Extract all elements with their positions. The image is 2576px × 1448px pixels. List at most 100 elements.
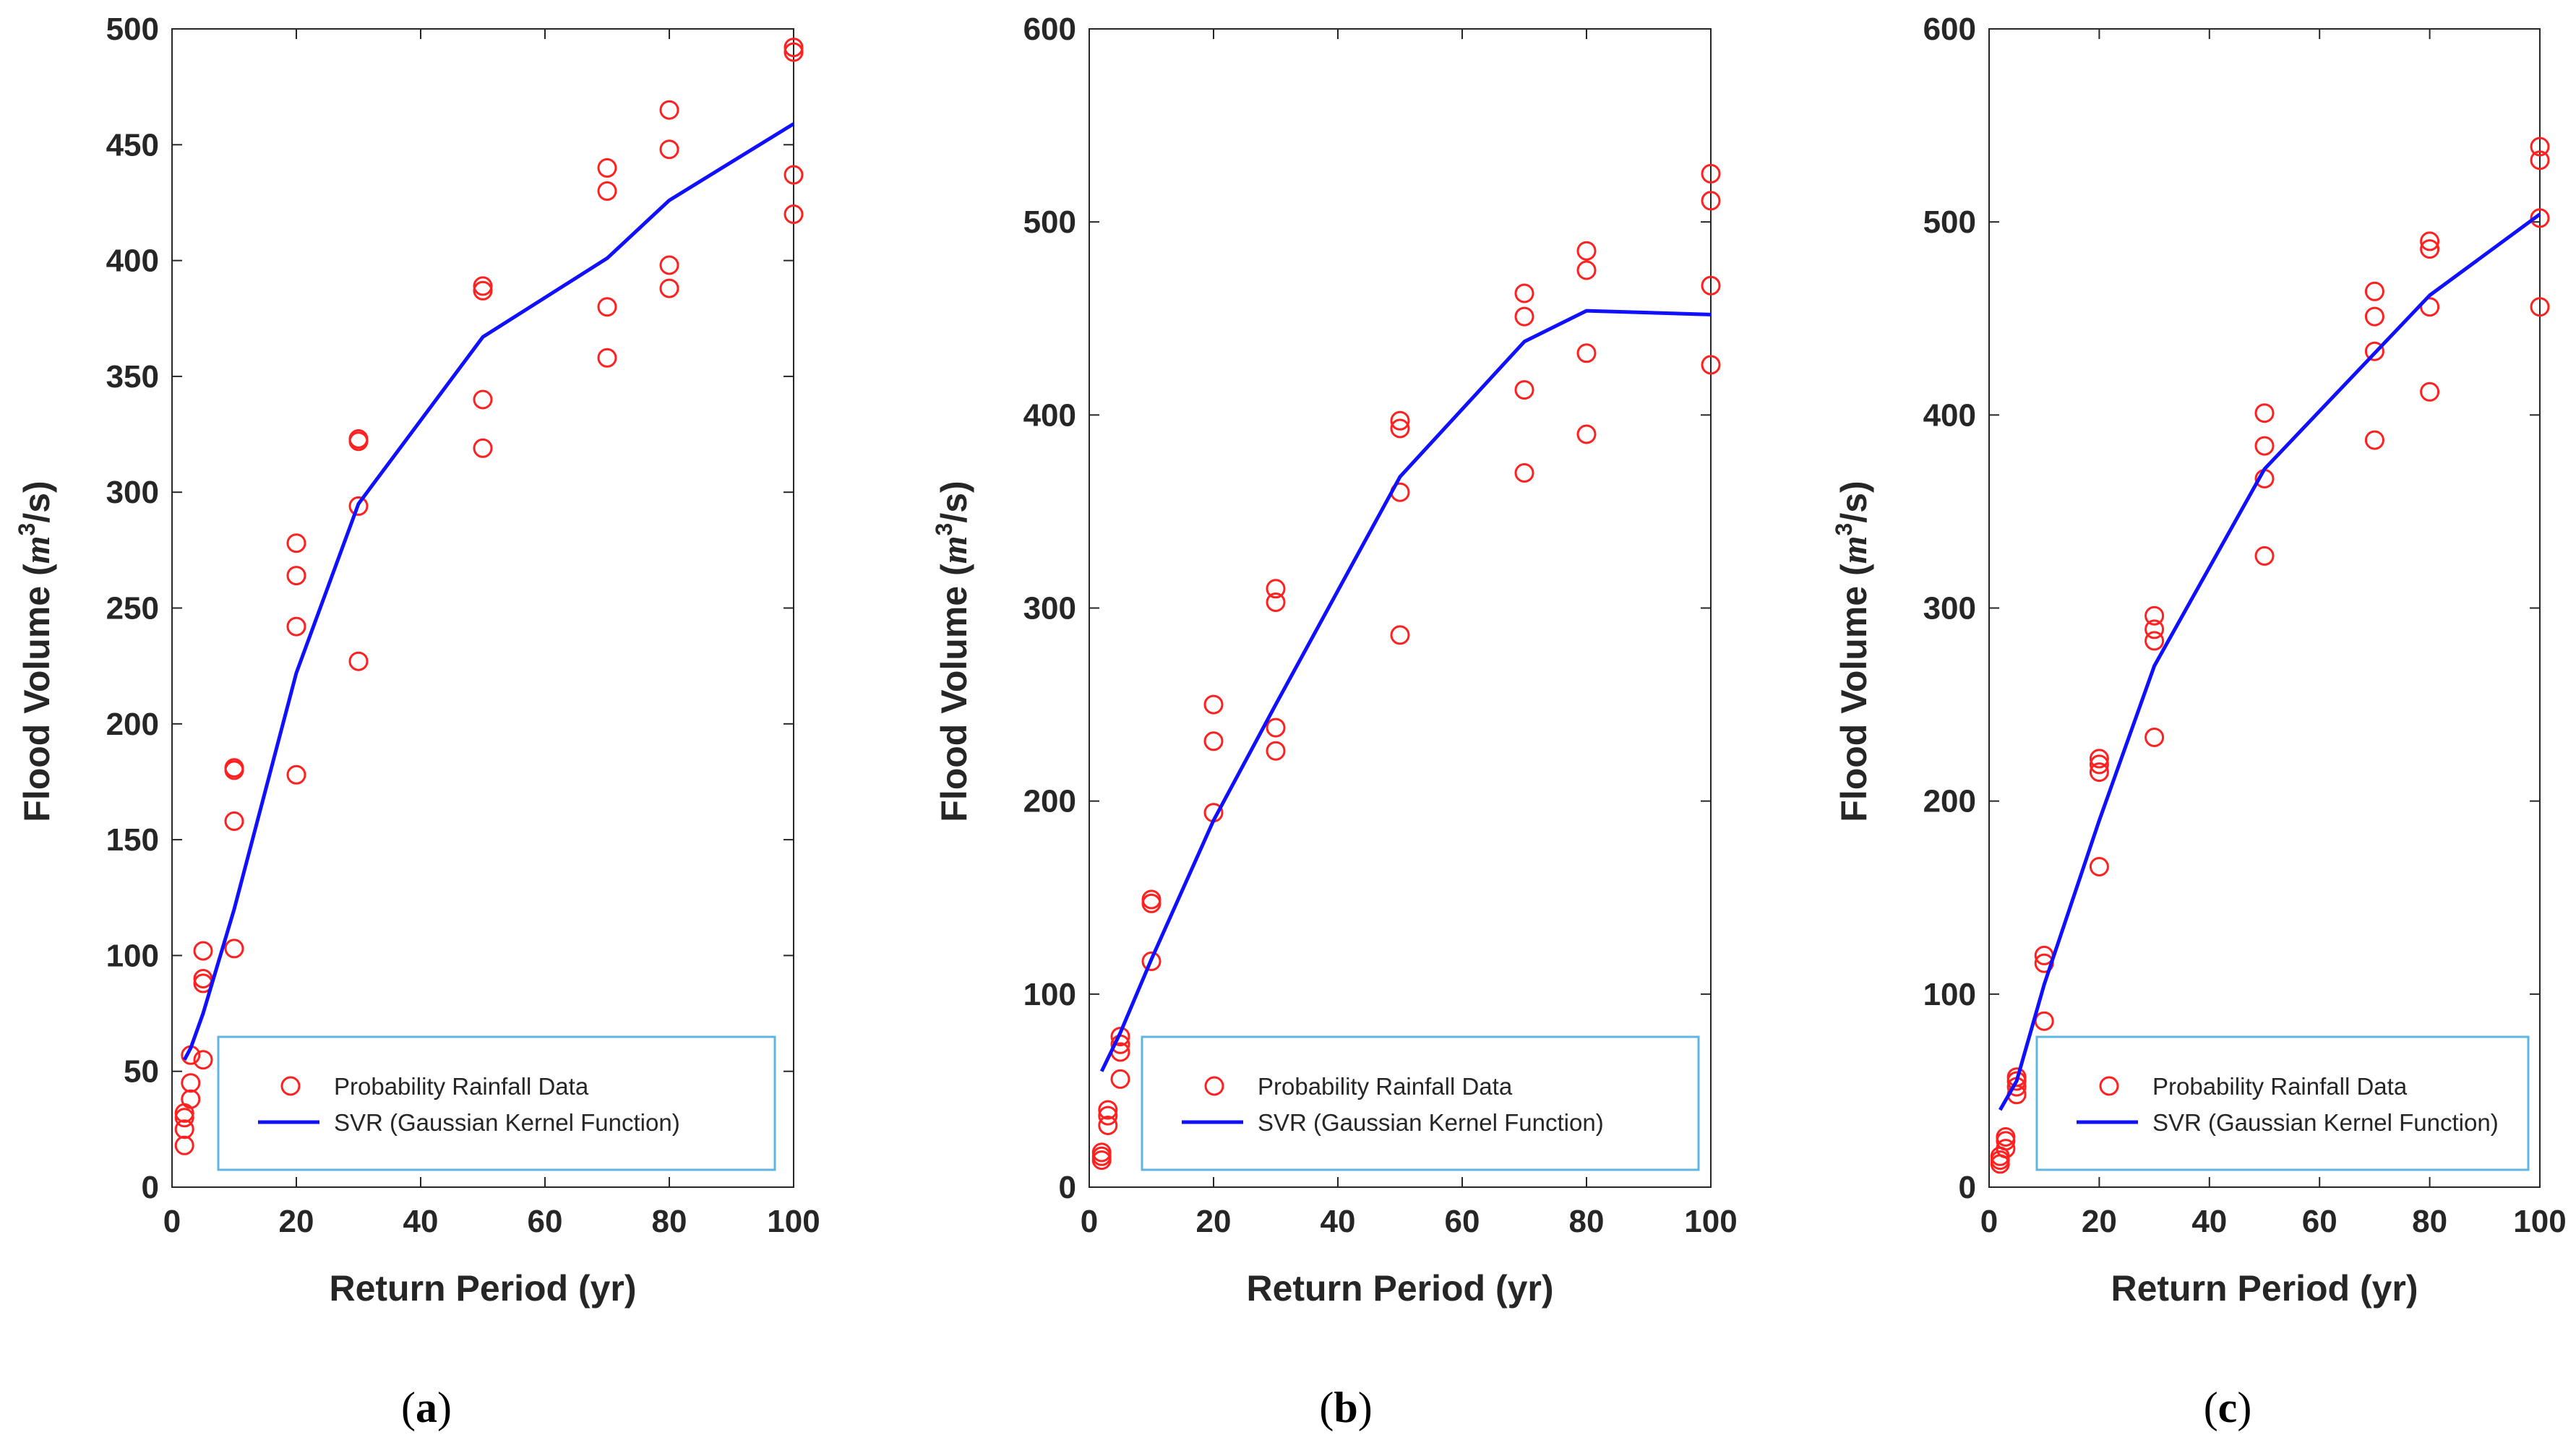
rainfall-data-point [1701,275,1721,296]
rainfall-data-point [1098,1106,1118,1126]
rainfall-data-point [2089,857,2109,876]
x-axis-label: Return Period (yr) [329,1268,636,1309]
panel-label: (b) [1319,1384,1372,1431]
legend-box [2035,1035,2530,1171]
legend-entry-svr: SVR (Gaussian Kernel Function) [2152,1109,2499,1136]
rainfall-data-point [2089,762,2109,783]
y-tick-label: 350 [106,359,159,395]
y-tick-label: 200 [1923,784,1976,819]
x-tick-label: 60 [2302,1204,2337,1239]
rainfall-data-point [1996,1127,2016,1147]
rainfall-data-point [348,429,369,449]
legend-entry-svr: SVR (Gaussian Kernel Function) [334,1109,680,1136]
rainfall-data-point [174,1119,194,1139]
rainfall-data-point [224,811,244,831]
x-tick-label: 20 [2082,1204,2117,1239]
rainfall-data-point [1996,1139,2016,1159]
x-axis-label: Return Period (yr) [1246,1268,1553,1309]
rainfall-data-point [174,1135,194,1155]
rainfall-data-point [1701,163,1721,184]
panel-label-open-paren: ( [401,1384,416,1431]
y-tick-label: 600 [1023,12,1076,47]
rainfall-data-point [1141,951,1162,971]
rainfall-data-point [1098,1100,1118,1120]
y-tick-label: 150 [106,822,159,858]
y-tick-label: 400 [106,244,159,279]
y-axis-label-rest: /s) [934,480,974,522]
rainfall-data-point [2254,436,2275,456]
y-tick-label: 450 [106,127,159,163]
y-tick-label: 300 [1923,591,1976,626]
chart-panel-b: 0 100 200 300 400 500 600 0 20 40 60 80 100 Return Pe… [931,12,1738,1431]
panel-label-open-paren: ( [1319,1384,1334,1431]
legend-marker-circle [2099,1076,2119,1096]
legend-entry-data: Probability Rainfall Data [334,1073,589,1100]
y-axis-label: Flood Volume (m3/s) [1831,480,1874,822]
rainfall-data-point [659,100,679,120]
rainfall-data-point [348,651,369,671]
legend-entry-data: Probability Rainfall Data [1258,1073,1513,1100]
rainfall-data-point [597,158,617,178]
rainfall-data-point [1098,1116,1118,1135]
panel-label-letter: b [1334,1384,1357,1431]
rainfall-data-point [1110,1027,1130,1047]
x-tick-label: 100 [767,1204,820,1239]
x-tick-label: 60 [1445,1204,1480,1239]
rainfall-data-point [2144,619,2165,639]
rainfall-data-point [193,1050,213,1070]
x-tick-label: 100 [1684,1204,1737,1239]
rainfall-data-point [2254,546,2275,566]
rainfall-data-point [286,566,306,586]
chart-panel-c: 0 100 200 300 400 500 600 0 20 40 60 80 100 Return Pe… [1831,12,2567,1431]
rainfall-data-point [597,348,617,368]
rainfall-data-point [473,276,493,296]
y-tick-label: 500 [1023,204,1076,240]
rainfall-data-point [1701,355,1721,375]
y-axis-label-main: Flood Volume ( [17,564,57,822]
panel-label: (c) [2204,1384,2252,1431]
legend-entry-data: Probability Rainfall Data [2152,1073,2408,1100]
panel-label: (a) [401,1384,452,1431]
rainfall-data-point [1576,260,1597,280]
legend: Probability Rainfall Data SVR (Gaussian K… [2035,1035,2530,1171]
x-tick-label: 20 [279,1204,314,1239]
y-tick-label: 300 [1023,591,1076,626]
x-tick-label: 0 [1081,1204,1098,1239]
rainfall-data-point [597,297,617,317]
rainfall-data-point [473,438,493,458]
rainfall-data-point [1701,191,1721,211]
legend: Probability Rainfall Data SVR (Gaussian K… [217,1035,776,1171]
rainfall-data-point [1091,1142,1112,1163]
rainfall-data-point [2034,1011,2054,1031]
x-tick-label: 20 [1196,1204,1232,1239]
y-tick-label: 250 [106,591,159,626]
rainfall-data-point [783,38,804,58]
rainfall-data-point [659,255,679,275]
y-axis-label-main: Flood Volume ( [934,564,974,822]
rainfall-data-point [1266,592,1286,612]
rainfall-data-point [1390,625,1410,645]
x-tick-label: 80 [652,1204,687,1239]
y-tick-label: 200 [106,707,159,742]
y-tick-label: 50 [124,1054,159,1090]
y-axis-label-rest: /s) [17,480,57,522]
x-tick-label: 0 [1980,1204,1998,1239]
x-tick-label: 80 [1569,1204,1605,1239]
rainfall-data-point [2530,208,2550,228]
rainfall-data-point [286,764,306,785]
rainfall-data-point [597,181,617,201]
rainfall-data-point [348,496,369,516]
rainfall-data-point [783,204,804,224]
y-tick-label: 500 [106,12,159,47]
rainfall-data-point [181,1089,201,1109]
rainfall-data-point [783,165,804,185]
y-tick-label: 500 [1923,204,1976,240]
rainfall-data-point [1266,741,1286,761]
y-axis-label-rest: /s) [1834,480,1874,522]
x-tick-label: 60 [528,1204,563,1239]
y-tick-label: 100 [106,938,159,973]
y-axis-label-main: Flood Volume ( [1834,564,1874,822]
rainfall-data-point [1390,410,1410,431]
rainfall-data-point [1576,424,1597,444]
y-axis-label-exponent: 3 [14,523,40,536]
